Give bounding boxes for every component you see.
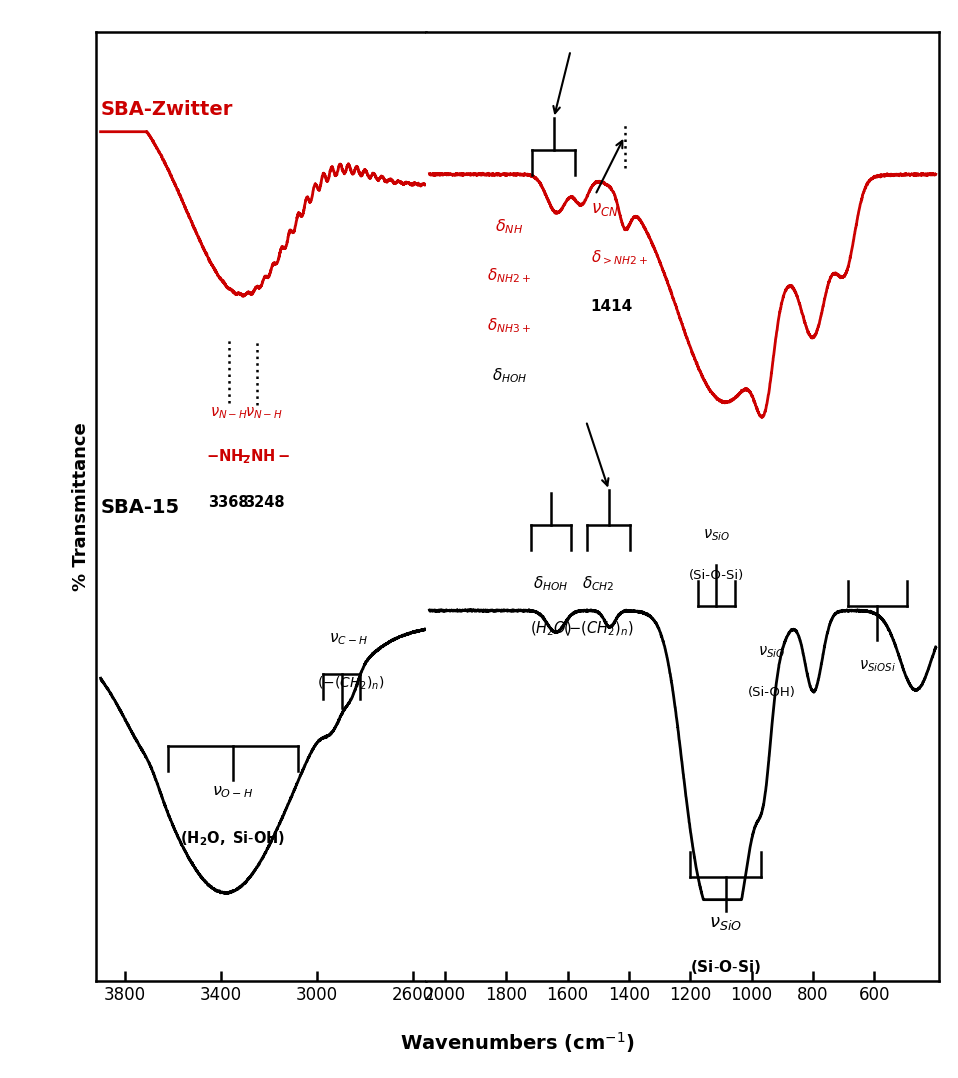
Text: $(H_2O)$: $(H_2O)$ — [530, 620, 572, 638]
Text: $\nu_{N-H}$: $\nu_{N-H}$ — [210, 405, 247, 421]
Text: $\mathbf{(H_2O,\ Si\text{-}OH)}$: $\mathbf{(H_2O,\ Si\text{-}OH)}$ — [180, 830, 285, 848]
Text: $\nu_{SiO}$: $\nu_{SiO}$ — [703, 527, 730, 543]
Text: $(-(CH_2)_n)$: $(-(CH_2)_n)$ — [562, 620, 634, 638]
Text: $\nu_{CN}$: $\nu_{CN}$ — [590, 201, 618, 218]
Text: $\nu_{C-H}$: $\nu_{C-H}$ — [329, 632, 368, 647]
Text: $\mathbf{-NH-}$: $\mathbf{-NH-}$ — [239, 448, 290, 465]
Text: (Si-OH): (Si-OH) — [747, 687, 795, 700]
Text: $\delta_{HOH}$: $\delta_{HOH}$ — [533, 573, 568, 593]
Text: $\nu_{SiOSi}$: $\nu_{SiOSi}$ — [859, 659, 896, 674]
Text: $\delta_{CH2}$: $\delta_{CH2}$ — [582, 573, 614, 593]
Text: SBA-15: SBA-15 — [101, 498, 180, 516]
Text: $\nu_{SiO}$: $\nu_{SiO}$ — [758, 645, 786, 661]
Text: $\nu_{N-H}$: $\nu_{N-H}$ — [245, 405, 283, 421]
Text: 3248: 3248 — [243, 495, 285, 510]
Text: 1414: 1414 — [590, 299, 633, 314]
Text: Wavenumbers (cm$^{-1}$): Wavenumbers (cm$^{-1}$) — [399, 1029, 635, 1055]
Text: $\delta_{HOH}$: $\delta_{HOH}$ — [491, 367, 527, 385]
Text: SBA-Zwitter: SBA-Zwitter — [101, 100, 233, 119]
Text: $\delta_{NH}$: $\delta_{NH}$ — [495, 217, 523, 236]
Text: $\nu_{SiO}$: $\nu_{SiO}$ — [709, 914, 742, 931]
Text: $\delta_{NH3+}$: $\delta_{NH3+}$ — [488, 317, 532, 335]
Text: $\mathbf{-NH_2}$: $\mathbf{-NH_2}$ — [206, 447, 251, 466]
Text: $\delta_{NH2+}$: $\delta_{NH2+}$ — [488, 266, 532, 286]
Text: $\nu_{O-H}$: $\nu_{O-H}$ — [212, 785, 254, 801]
Y-axis label: % Transmittance: % Transmittance — [72, 423, 90, 591]
Text: $\delta_{>NH2+}$: $\delta_{>NH2+}$ — [590, 249, 648, 267]
Text: $(-(CH_2)_n)$: $(-(CH_2)_n)$ — [317, 675, 384, 692]
Text: 3368: 3368 — [208, 495, 249, 510]
Text: (Si-O-Si): (Si-O-Si) — [689, 569, 744, 582]
Text: $\mathbf{(Si\text{-}O\text{-}Si)}$: $\mathbf{(Si\text{-}O\text{-}Si)}$ — [690, 958, 761, 976]
